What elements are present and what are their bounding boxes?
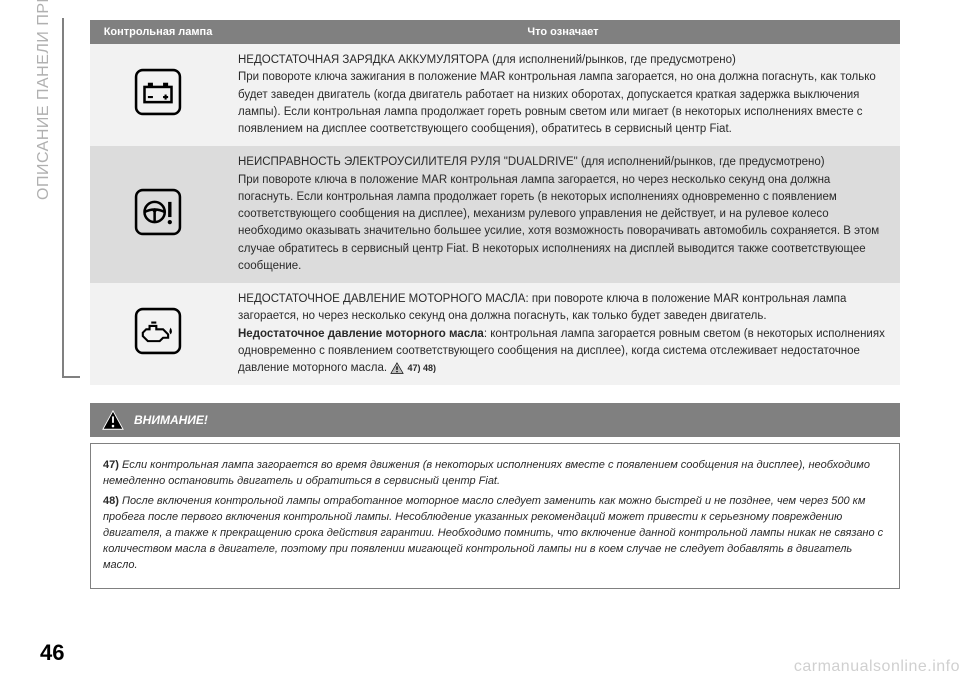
side-divider-vertical — [62, 18, 64, 378]
row-body: При повороте ключа в положение MAR контр… — [238, 174, 879, 272]
note-number: 48) — [103, 495, 119, 507]
warning-title: ВНИМАНИЕ! — [134, 413, 208, 427]
page-number: 46 — [40, 640, 64, 666]
warning-notes-box: 47) Если контрольная лампа загорается во… — [90, 443, 900, 589]
warning-header-bar: ВНИМАНИЕ! — [90, 403, 900, 437]
side-divider-horizontal — [62, 376, 80, 378]
table-header-meaning: Что означает — [226, 20, 900, 44]
row-title: НЕДОСТАТОЧНАЯ ЗАРЯДКА АККУМУЛЯТОРА (для … — [238, 54, 736, 66]
row-title: НЕИСПРАВНОСТЬ ЭЛЕКТРОУСИЛИТЕЛЯ РУЛЯ "DUA… — [238, 156, 825, 168]
note-text: Если контрольная лампа загорается во вре… — [103, 459, 870, 487]
battery-icon — [131, 110, 185, 122]
row-title: НЕДОСТАТОЧНОЕ ДАВЛЕНИЕ МОТОРНОГО МАСЛА: … — [238, 293, 846, 322]
row-bold-label: Недостаточное давление моторного масла — [238, 328, 484, 340]
table-row: НЕДОСТАТОЧНОЕ ДАВЛЕНИЕ МОТОРНОГО МАСЛА: … — [90, 283, 900, 385]
steering-warning-icon — [131, 230, 185, 242]
table-row: НЕДОСТАТОЧНАЯ ЗАРЯДКА АККУМУЛЯТОРА (для … — [90, 44, 900, 146]
table-row: НЕИСПРАВНОСТЬ ЭЛЕКТРОУСИЛИТЕЛЯ РУЛЯ "DUA… — [90, 146, 900, 283]
table-cell-description: НЕИСПРАВНОСТЬ ЭЛЕКТРОУСИЛИТЕЛЯ РУЛЯ "DUA… — [226, 146, 900, 283]
reference-numbers: 47) 48) — [407, 363, 436, 373]
side-section-title: ОПИСАНИЕ ПАНЕЛИ ПРИБОРОВ — [35, 0, 53, 200]
note-text: После включения контрольной лампы отрабо… — [103, 495, 883, 571]
table-cell-description: НЕДОСТАТОЧНОЕ ДАВЛЕНИЕ МОТОРНОГО МАСЛА: … — [226, 283, 900, 385]
table-cell-description: НЕДОСТАТОЧНАЯ ЗАРЯДКА АККУМУЛЯТОРА (для … — [226, 44, 900, 146]
watermark-text: carmanualsonline.info — [794, 658, 960, 676]
row-body: При повороте ключа зажигания в положение… — [238, 71, 876, 135]
oil-pressure-icon — [131, 349, 185, 361]
table-header-lamp: Контрольная лампа — [90, 20, 226, 44]
warning-triangle-icon — [102, 410, 124, 430]
warning-lamp-table: Контрольная лампа Что означает НЕДОСТАТО… — [90, 20, 900, 385]
note-number: 47) — [103, 459, 119, 471]
note-item: 47) Если контрольная лампа загорается во… — [103, 458, 887, 490]
warning-triangle-icon — [390, 362, 404, 374]
note-item: 48) После включения контрольной лампы от… — [103, 494, 887, 574]
